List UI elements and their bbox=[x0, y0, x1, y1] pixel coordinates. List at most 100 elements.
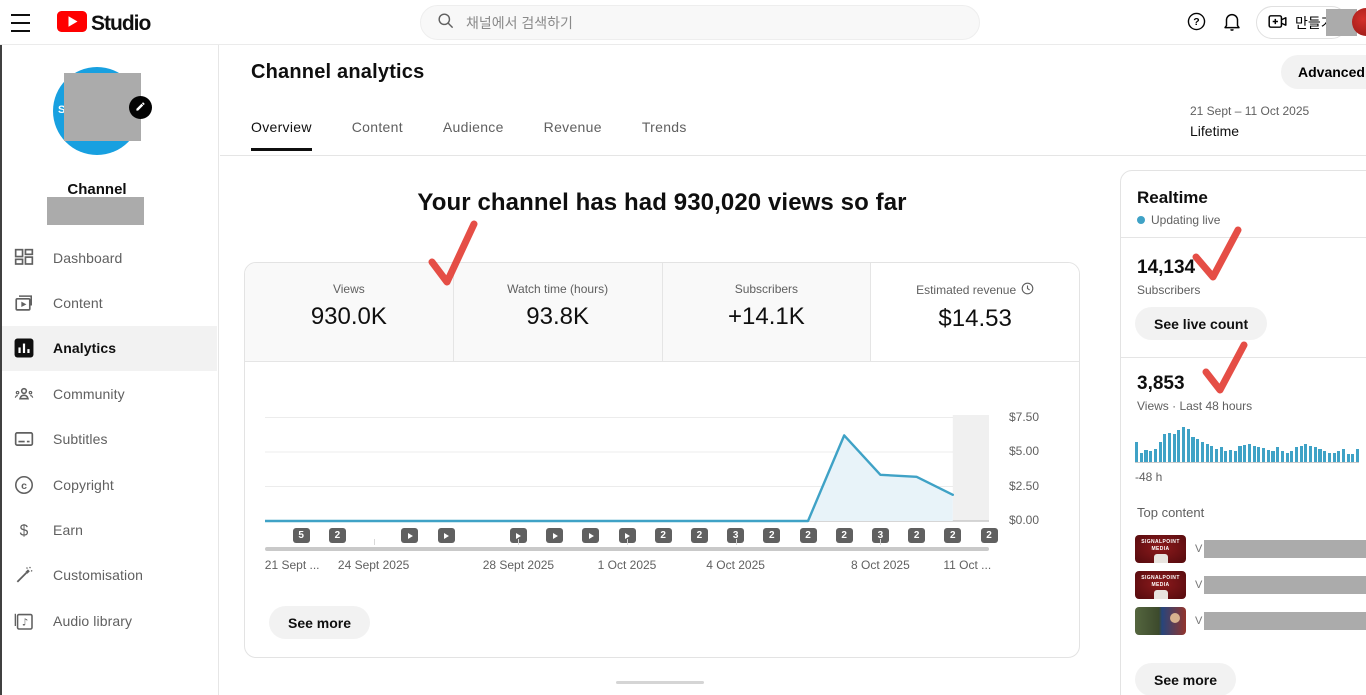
video-marker-badge[interactable]: 3 bbox=[727, 528, 745, 543]
edit-avatar-button[interactable] bbox=[129, 96, 152, 119]
divider bbox=[220, 155, 1366, 156]
metric-card-views[interactable]: Views 930.0K bbox=[245, 263, 454, 361]
top-content-label: Top content bbox=[1137, 505, 1205, 520]
video-marker-badge[interactable]: 2 bbox=[980, 528, 998, 543]
realtime-bar bbox=[1139, 452, 1143, 462]
notifications-bell-icon[interactable] bbox=[1221, 10, 1243, 35]
realtime-bar bbox=[1149, 451, 1153, 462]
x-axis-label: 11 Oct ... bbox=[943, 558, 992, 572]
realtime-bar bbox=[1224, 450, 1228, 462]
svg-text:♪: ♪ bbox=[22, 617, 28, 628]
help-button[interactable]: ? bbox=[1186, 11, 1207, 35]
date-range[interactable]: 21 Sept – 11 Oct 2025 Lifetime bbox=[1190, 104, 1309, 139]
video-marker-badge[interactable]: 2 bbox=[799, 528, 817, 543]
timeline-scrubber[interactable] bbox=[265, 547, 989, 551]
realtime-bar bbox=[1304, 444, 1308, 462]
realtime-bar bbox=[1261, 448, 1266, 462]
video-marker-badge[interactable]: 2 bbox=[654, 528, 672, 543]
sidebar-item-audio-library[interactable]: ♪ Audio library bbox=[0, 598, 217, 643]
redaction-box bbox=[1204, 612, 1366, 630]
video-marker-badge[interactable]: 3 bbox=[871, 528, 889, 543]
sidebar-item-label: Customisation bbox=[53, 567, 144, 584]
video-marker-play-icon[interactable] bbox=[582, 528, 600, 543]
channel-avatar[interactable]: SIG bbox=[53, 67, 152, 155]
search-input[interactable] bbox=[466, 14, 964, 31]
video-marker-play-icon[interactable] bbox=[437, 528, 455, 543]
video-marker-play-icon[interactable] bbox=[618, 528, 636, 543]
video-marker-play-icon[interactable] bbox=[509, 528, 527, 543]
video-marker-badge[interactable]: 2 bbox=[328, 528, 346, 543]
tab-trends[interactable]: Trends bbox=[641, 119, 687, 135]
redaction-box bbox=[1204, 540, 1366, 558]
realtime-bar bbox=[1172, 434, 1176, 462]
x-axis-label: 1 Oct 2025 bbox=[597, 558, 657, 572]
metric-card-estimated-revenue[interactable]: Estimated revenue $14.53 bbox=[871, 263, 1079, 361]
metric-value: 93.8K bbox=[526, 303, 589, 330]
timeline-tick bbox=[373, 539, 375, 545]
video-marker-play-icon[interactable] bbox=[546, 528, 564, 543]
menu-button[interactable] bbox=[11, 14, 33, 32]
redaction-box bbox=[47, 197, 144, 225]
sidebar-item-content[interactable]: Content bbox=[0, 280, 217, 325]
views-headline: Your channel has had 930,020 views so fa… bbox=[417, 189, 907, 216]
tab-overview[interactable]: Overview bbox=[251, 119, 312, 151]
sidebar-item-dashboard[interactable]: Dashboard bbox=[0, 235, 217, 280]
realtime-bar bbox=[1346, 453, 1350, 462]
search-bar[interactable] bbox=[420, 5, 980, 40]
metric-card-watch-time-hours-[interactable]: Watch time (hours) 93.8K bbox=[453, 263, 663, 361]
metric-label-text: Estimated revenue bbox=[916, 283, 1017, 297]
realtime-bar-chart bbox=[1135, 427, 1360, 463]
sidebar-item-subtitles[interactable]: Subtitles bbox=[0, 417, 217, 462]
pencil-icon bbox=[135, 99, 146, 117]
video-thumbnail: SIGNALPOINT MEDIA bbox=[1135, 571, 1186, 599]
tab-content[interactable]: Content bbox=[351, 119, 403, 135]
top-content-row[interactable]: SIGNALPOINT MEDIA V bbox=[1135, 535, 1366, 563]
x-axis-label: 21 Sept ... bbox=[264, 558, 320, 572]
see-live-count-button[interactable]: See live count bbox=[1135, 307, 1268, 340]
sidebar-item-analytics[interactable]: Analytics bbox=[0, 325, 217, 372]
y-axis-label: $5.00 bbox=[1009, 444, 1040, 458]
video-marker-badge[interactable]: 2 bbox=[763, 528, 781, 543]
copyright-icon: c bbox=[14, 475, 34, 495]
svg-text:?: ? bbox=[1193, 16, 1199, 28]
realtime-bar bbox=[1243, 444, 1247, 462]
tab-revenue[interactable]: Revenue bbox=[543, 119, 602, 135]
realtime-bar bbox=[1280, 450, 1284, 462]
earn-icon: $ bbox=[14, 520, 34, 540]
next-card-peek bbox=[616, 681, 704, 684]
see-more-button[interactable]: See more bbox=[269, 606, 371, 639]
sidebar: SIG Channel Dashboard Content Analytics Com… bbox=[0, 45, 219, 695]
tab-audience[interactable]: Audience bbox=[442, 119, 504, 135]
video-marker-badge[interactable]: 2 bbox=[835, 528, 853, 543]
realtime-see-more-button[interactable]: See more bbox=[1135, 663, 1237, 695]
sidebar-item-label: Content bbox=[53, 295, 103, 312]
y-axis-label: $0.00 bbox=[1009, 513, 1040, 527]
sidebar-item-label: Analytics bbox=[53, 340, 117, 357]
sidebar-item-copyright[interactable]: c Copyright bbox=[0, 462, 217, 507]
account-avatar[interactable] bbox=[1352, 8, 1366, 36]
analytics-tabs: Overview Content Audience Revenue Trends bbox=[251, 119, 687, 151]
metric-card-subscribers[interactable]: Subscribers +14.1K bbox=[662, 263, 872, 361]
realtime-title: Realtime bbox=[1137, 188, 1208, 207]
realtime-bar bbox=[1153, 449, 1157, 462]
sidebar-item-community[interactable]: Community bbox=[0, 371, 217, 416]
realtime-bar bbox=[1191, 437, 1195, 462]
realtime-bar bbox=[1196, 438, 1200, 462]
sidebar-item-customisation[interactable]: Customisation bbox=[0, 553, 217, 598]
video-marker-play-icon[interactable] bbox=[401, 528, 419, 543]
top-content-row[interactable]: V... bbox=[1135, 607, 1366, 635]
youtube-studio-logo[interactable]: Studio bbox=[57, 11, 151, 37]
sidebar-nav: Dashboard Content Analytics Community Subtit… bbox=[0, 235, 217, 644]
realtime-bar bbox=[1205, 444, 1209, 462]
advanced-mode-button[interactable]: Advanced m bbox=[1281, 55, 1366, 89]
x-axis-label: 4 Oct 2025 bbox=[706, 558, 765, 572]
video-title-redacted: V... bbox=[1195, 612, 1366, 630]
sidebar-item-earn[interactable]: $ Earn bbox=[0, 507, 217, 552]
video-marker-badge[interactable]: 5 bbox=[292, 528, 310, 543]
video-marker-badge[interactable]: 2 bbox=[908, 528, 926, 543]
youtube-logo-icon bbox=[57, 11, 87, 37]
metric-label: Views bbox=[245, 282, 453, 296]
top-content-row[interactable]: SIGNALPOINT MEDIA V bbox=[1135, 571, 1366, 599]
video-marker-badge[interactable]: 2 bbox=[690, 528, 708, 543]
video-marker-badge[interactable]: 2 bbox=[944, 528, 962, 543]
